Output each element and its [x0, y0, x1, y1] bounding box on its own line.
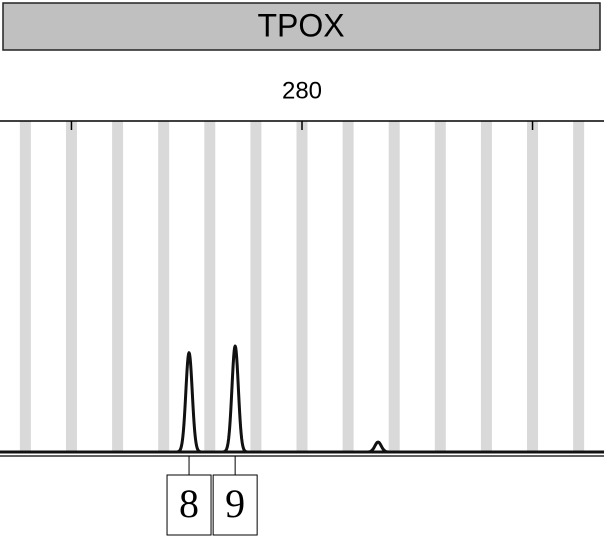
title-box: [2, 2, 601, 51]
bin: [296, 121, 308, 452]
bin: [480, 121, 492, 452]
bin: [573, 121, 585, 452]
bin: [250, 121, 262, 452]
bin: [388, 121, 400, 452]
bin: [19, 121, 31, 452]
allele-label: 9: [225, 481, 245, 526]
bin: [112, 121, 124, 452]
peak: [174, 351, 205, 454]
allele-label: 8: [179, 481, 199, 526]
chart-title: TPOX: [257, 7, 344, 43]
bin: [342, 121, 354, 452]
peak: [363, 440, 394, 454]
bin: [158, 121, 170, 452]
bin: [65, 121, 77, 452]
bin: [527, 121, 539, 452]
bin: [204, 121, 216, 452]
allele-box: [166, 474, 212, 536]
peak: [220, 344, 251, 454]
bin: [434, 121, 446, 452]
allele-box: [212, 474, 258, 536]
x-tick-label: 280: [282, 77, 322, 104]
